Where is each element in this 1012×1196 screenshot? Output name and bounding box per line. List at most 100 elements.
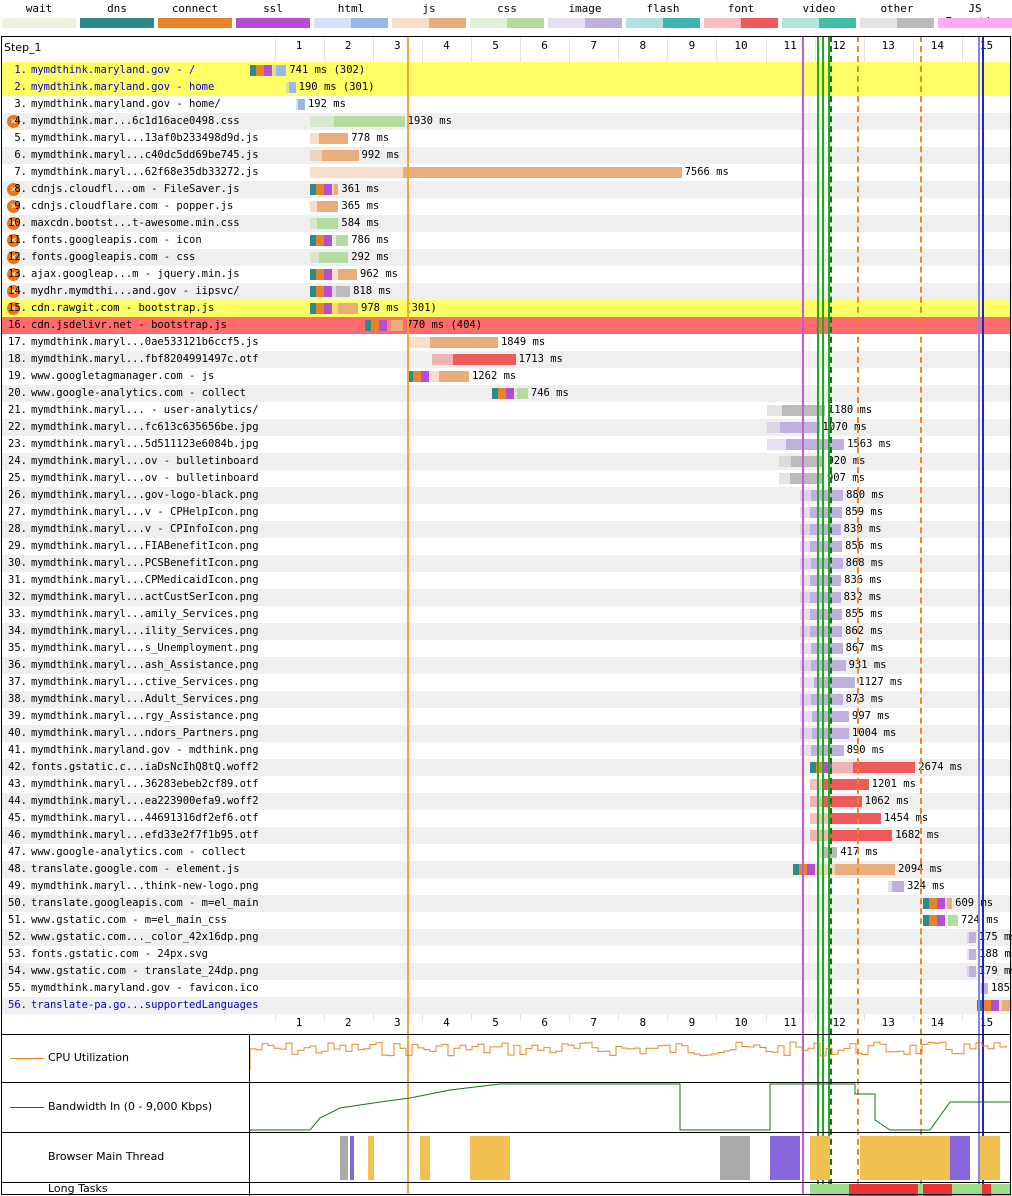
request-row[interactable]: 53. fonts.gstatic.com - 24px.svg [1, 946, 1011, 963]
request-row[interactable]: ✕ 13. ajax.googleap...m - jquery.min.js [1, 266, 1011, 283]
request-row[interactable]: ✕ 9. cdnjs.cloudflare.com - popper.js [1, 198, 1011, 215]
request-label[interactable]: 28. mymdthink.maryl...v - CPInfoIcon.png [1, 523, 259, 536]
request-row[interactable]: 38. mymdthink.maryl...Adult_Services.png [1, 691, 1011, 708]
request-label[interactable]: 42. fonts.gstatic.c...iaDsNcIhQ8tQ.woff2 [1, 761, 259, 774]
request-row[interactable]: 25. mymdthink.maryl...ov - bulletinboard [1, 470, 1011, 487]
request-row[interactable]: ✕ 10. maxcdn.bootst...t-awesome.min.css [1, 215, 1011, 232]
request-label[interactable]: 33. mymdthink.maryl...amily_Services.png [1, 608, 259, 621]
request-row[interactable]: 51. www.gstatic.com - m=el_main_css [1, 912, 1011, 929]
request-row[interactable]: 24. mymdthink.maryl...ov - bulletinboard [1, 453, 1011, 470]
request-row[interactable]: 2. mymdthink.maryland.gov - home [1, 79, 1011, 96]
request-row[interactable]: 27. mymdthink.maryl...v - CPHelpIcon.png [1, 504, 1011, 521]
request-row[interactable]: ✕ 15. cdn.rawgit.com - bootstrap.js [1, 300, 1011, 317]
request-row[interactable]: 17. mymdthink.maryl...0ae533121b6ccf5.js [1, 334, 1011, 351]
request-label[interactable]: 36. mymdthink.maryl...ash_Assistance.png [1, 659, 259, 672]
request-row[interactable]: 23. mymdthink.maryl...5d511123e6084b.jpg [1, 436, 1011, 453]
request-row[interactable]: 41. mymdthink.maryland.gov - mdthink.png [1, 742, 1011, 759]
request-label[interactable]: 22. mymdthink.maryl...fc613c635656be.jpg [1, 421, 259, 434]
request-label[interactable]: 14. mydhr.mymdthi...and.gov - iipsvc/ [1, 285, 240, 298]
request-row[interactable]: 5. mymdthink.maryl...13af0b233498d9d.js [1, 130, 1011, 147]
request-row[interactable]: ✕ 8. cdnjs.cloudfl...om - FileSaver.js [1, 181, 1011, 198]
request-label[interactable]: 29. mymdthink.maryl...FIABenefitIcon.png [1, 540, 259, 553]
request-row[interactable]: 16. cdn.jsdelivr.net - bootstrap.js [1, 317, 1011, 334]
request-label[interactable]: 26. mymdthink.maryl...gov-logo-black.png [1, 489, 259, 502]
request-label[interactable]: 6. mymdthink.maryl...c40dc5dd69be745.js [1, 149, 258, 162]
request-row[interactable]: ✕ 4. mymdthink.mar...6c1d16ace0498.css [1, 113, 1011, 130]
request-row[interactable]: 21. mymdthink.maryl... - user-analytics/ [1, 402, 1011, 419]
request-label[interactable]: 45. mymdthink.maryl...44691316df2ef6.otf [1, 812, 259, 825]
request-row[interactable]: 22. mymdthink.maryl...fc613c635656be.jpg [1, 419, 1011, 436]
request-label[interactable]: 25. mymdthink.maryl...ov - bulletinboard [1, 472, 259, 485]
request-label[interactable]: 47. www.google-analytics.com - collect [1, 846, 246, 859]
request-label[interactable]: 16. cdn.jsdelivr.net - bootstrap.js [1, 319, 227, 332]
request-label[interactable]: 52. www.gstatic.com..._color_42x16dp.png [1, 931, 259, 944]
request-label[interactable]: 54. www.gstatic.com - translate_24dp.png [1, 965, 259, 978]
request-label[interactable]: 38. mymdthink.maryl...Adult_Services.png [1, 693, 259, 706]
request-label[interactable]: 8. cdnjs.cloudfl...om - FileSaver.js [1, 183, 239, 196]
request-label[interactable]: 53. fonts.gstatic.com - 24px.svg [1, 948, 208, 961]
request-label[interactable]: 5. mymdthink.maryl...13af0b233498d9d.js [1, 132, 258, 145]
request-label[interactable]: 20. www.google-analytics.com - collect [1, 387, 246, 400]
request-label[interactable]: 30. mymdthink.maryl...PCSBenefitIcon.png [1, 557, 259, 570]
request-label[interactable]: 44. mymdthink.maryl...ea223900efa9.woff2 [1, 795, 259, 808]
request-label[interactable]: 11. fonts.googleapis.com - icon [1, 234, 202, 247]
request-row[interactable]: 37. mymdthink.maryl...ctive_Services.png [1, 674, 1011, 691]
request-label[interactable]: 34. mymdthink.maryl...ility_Services.png [1, 625, 259, 638]
request-row[interactable]: 47. www.google-analytics.com - collect [1, 844, 1011, 861]
request-row[interactable]: 35. mymdthink.maryl...s_Unemployment.png [1, 640, 1011, 657]
request-row[interactable]: 29. mymdthink.maryl...FIABenefitIcon.png [1, 538, 1011, 555]
request-row[interactable]: 31. mymdthink.maryl...CPMedicaidIcon.png [1, 572, 1011, 589]
request-row[interactable]: 26. mymdthink.maryl...gov-logo-black.png [1, 487, 1011, 504]
request-row[interactable]: 36. mymdthink.maryl...ash_Assistance.png [1, 657, 1011, 674]
request-label[interactable]: 40. mymdthink.maryl...ndors_Partners.png [1, 727, 259, 740]
request-label[interactable]: 37. mymdthink.maryl...ctive_Services.png [1, 676, 259, 689]
request-label[interactable]: 17. mymdthink.maryl...0ae533121b6ccf5.js [1, 336, 259, 349]
request-label[interactable]: 48. translate.google.com - element.js [1, 863, 240, 876]
request-label[interactable]: 32. mymdthink.maryl...actCustSerIcon.png [1, 591, 259, 604]
request-row[interactable]: 34. mymdthink.maryl...ility_Services.png [1, 623, 1011, 640]
request-label[interactable]: 4. mymdthink.mar...6c1d16ace0498.css [1, 115, 239, 128]
request-row[interactable]: 48. translate.google.com - element.js [1, 861, 1011, 878]
request-row[interactable]: 50. translate.googleapis.com - m=el_main [1, 895, 1011, 912]
request-label[interactable]: 50. translate.googleapis.com - m=el_main [1, 897, 259, 910]
request-label[interactable]: 41. mymdthink.maryland.gov - mdthink.png [1, 744, 259, 757]
request-row[interactable]: 30. mymdthink.maryl...PCSBenefitIcon.png [1, 555, 1011, 572]
request-label[interactable]: 46. mymdthink.maryl...efd33e2f7f1b95.otf [1, 829, 259, 842]
request-row[interactable]: 33. mymdthink.maryl...amily_Services.png [1, 606, 1011, 623]
request-row[interactable]: 19. www.googletagmanager.com - js [1, 368, 1011, 385]
request-row[interactable]: 42. fonts.gstatic.c...iaDsNcIhQ8tQ.woff2 [1, 759, 1011, 776]
request-label[interactable]: 31. mymdthink.maryl...CPMedicaidIcon.png [1, 574, 259, 587]
request-row[interactable]: 6. mymdthink.maryl...c40dc5dd69be745.js [1, 147, 1011, 164]
request-label[interactable]: 43. mymdthink.maryl...36283ebeb2cf89.otf [1, 778, 259, 791]
request-row[interactable]: 40. mymdthink.maryl...ndors_Partners.png [1, 725, 1011, 742]
request-label[interactable]: 15. cdn.rawgit.com - bootstrap.js [1, 302, 214, 315]
request-label[interactable]: 21. mymdthink.maryl... - user-analytics/ [1, 404, 259, 417]
request-row[interactable]: ✕ 12. fonts.googleapis.com - css [1, 249, 1011, 266]
request-label[interactable]: 7. mymdthink.maryl...62f68e35db33272.js [1, 166, 258, 179]
request-label[interactable]: 49. mymdthink.maryl...think-new-logo.png [1, 880, 259, 893]
request-row[interactable]: 52. www.gstatic.com..._color_42x16dp.png [1, 929, 1011, 946]
request-label[interactable]: 12. fonts.googleapis.com - css [1, 251, 195, 264]
request-row[interactable]: ✕ 14. mydhr.mymdthi...and.gov - iipsvc/ [1, 283, 1011, 300]
request-row[interactable]: 56. translate-pa.go...supportedLanguages [1, 997, 1011, 1014]
request-row[interactable]: 28. mymdthink.maryl...v - CPInfoIcon.png [1, 521, 1011, 538]
request-row[interactable]: 46. mymdthink.maryl...efd33e2f7f1b95.otf [1, 827, 1011, 844]
request-row[interactable]: 32. mymdthink.maryl...actCustSerIcon.png [1, 589, 1011, 606]
request-label[interactable]: 18. mymdthink.maryl...fbf8204991497c.otf [1, 353, 259, 366]
request-row[interactable]: 55. mymdthink.maryland.gov - favicon.ico [1, 980, 1011, 997]
request-label[interactable]: 3. mymdthink.maryland.gov - home/ [1, 98, 220, 111]
request-row[interactable]: 49. mymdthink.maryl...think-new-logo.png [1, 878, 1011, 895]
request-label[interactable]: 10. maxcdn.bootst...t-awesome.min.css [1, 217, 240, 230]
request-row[interactable]: 45. mymdthink.maryl...44691316df2ef6.otf [1, 810, 1011, 827]
request-row[interactable]: 54. www.gstatic.com - translate_24dp.png [1, 963, 1011, 980]
request-label[interactable]: 1. mymdthink.maryland.gov - / [1, 64, 195, 77]
request-label[interactable]: 27. mymdthink.maryl...v - CPHelpIcon.png [1, 506, 259, 519]
request-row[interactable]: 43. mymdthink.maryl...36283ebeb2cf89.otf [1, 776, 1011, 793]
request-label[interactable]: 24. mymdthink.maryl...ov - bulletinboard [1, 455, 259, 468]
request-label[interactable]: 51. www.gstatic.com - m=el_main_css [1, 914, 227, 927]
request-row[interactable]: 44. mymdthink.maryl...ea223900efa9.woff2 [1, 793, 1011, 810]
request-label[interactable]: 56. translate-pa.go...supportedLanguages [1, 999, 259, 1012]
request-label[interactable]: 19. www.googletagmanager.com - js [1, 370, 214, 383]
request-label[interactable]: 39. mymdthink.maryl...rgy_Assistance.png [1, 710, 259, 723]
request-label[interactable]: 23. mymdthink.maryl...5d511123e6084b.jpg [1, 438, 259, 451]
